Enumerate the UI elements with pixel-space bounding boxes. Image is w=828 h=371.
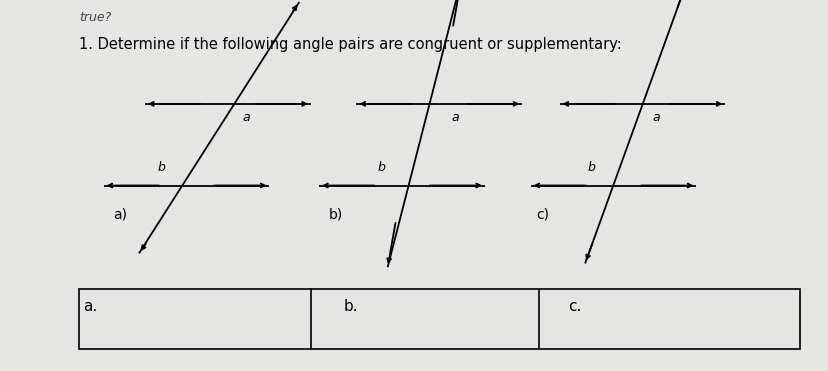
Text: a: a <box>652 111 659 124</box>
Text: b.: b. <box>344 299 359 313</box>
Text: a.: a. <box>83 299 97 313</box>
Text: b): b) <box>328 208 343 222</box>
Text: b: b <box>378 161 385 174</box>
Text: true?: true? <box>79 11 111 24</box>
Text: a: a <box>451 111 459 124</box>
Text: a: a <box>243 111 250 124</box>
Text: 1. Determine if the following angle pairs are congruent or supplementary:: 1. Determine if the following angle pair… <box>79 37 621 52</box>
Text: b: b <box>158 161 166 174</box>
Text: b: b <box>587 161 595 174</box>
Text: c.: c. <box>567 299 580 313</box>
Text: a): a) <box>113 208 127 222</box>
Text: c): c) <box>536 208 549 222</box>
